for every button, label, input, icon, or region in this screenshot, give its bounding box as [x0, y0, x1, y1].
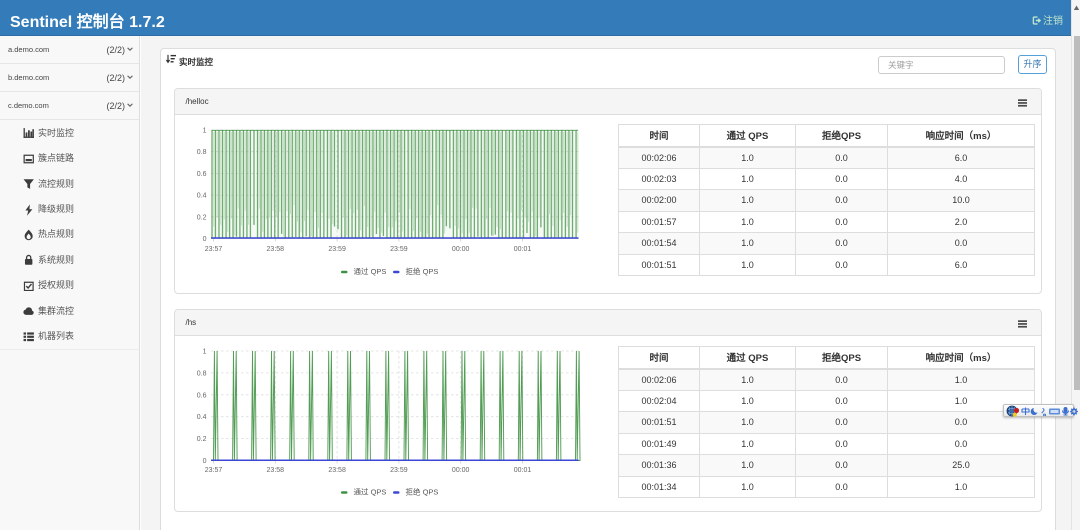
svg-text:23:58: 23:58	[267, 246, 285, 253]
svg-text:23:57: 23:57	[205, 467, 223, 474]
svg-text:0.2: 0.2	[197, 436, 207, 443]
svg-text:0.4: 0.4	[197, 414, 207, 421]
svg-text:23:59: 23:59	[390, 246, 408, 253]
svg-text:0.4: 0.4	[197, 193, 207, 200]
svg-text:拒绝 QPS: 拒绝 QPS	[406, 487, 439, 497]
svg-text:23:58: 23:58	[267, 467, 285, 474]
svg-text:00:01: 00:01	[514, 246, 532, 253]
svg-text:1: 1	[203, 128, 207, 135]
svg-text:0.2: 0.2	[197, 214, 207, 221]
svg-text:通过 QPS: 通过 QPS	[354, 266, 387, 276]
svg-text:0.6: 0.6	[197, 392, 207, 399]
svg-text:1: 1	[203, 349, 207, 356]
svg-text:00:00: 00:00	[452, 246, 470, 253]
svg-text:00:01: 00:01	[514, 467, 532, 474]
svg-text:0.8: 0.8	[197, 149, 207, 156]
svg-text:23:59: 23:59	[390, 467, 408, 474]
svg-text:23:59: 23:59	[328, 246, 346, 253]
svg-text:0.6: 0.6	[197, 171, 207, 178]
svg-text:拒绝 QPS: 拒绝 QPS	[406, 266, 439, 276]
svg-text:0: 0	[203, 236, 207, 243]
svg-text:23:58: 23:58	[328, 467, 346, 474]
svg-text:通过 QPS: 通过 QPS	[354, 487, 387, 497]
svg-text:0.8: 0.8	[197, 370, 207, 377]
svg-text:0: 0	[203, 458, 207, 465]
svg-text:00:00: 00:00	[452, 467, 470, 474]
svg-text:23:57: 23:57	[205, 246, 223, 253]
